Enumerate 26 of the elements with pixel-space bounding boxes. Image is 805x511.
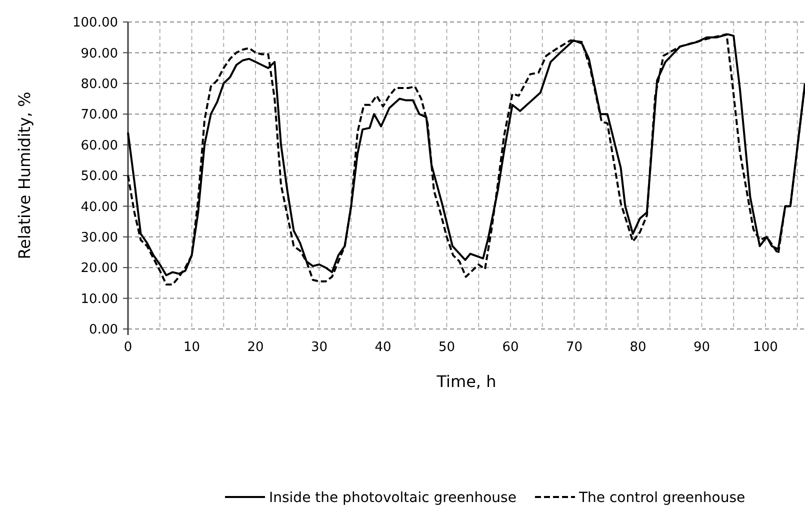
- y-tick-label: 20.00: [80, 261, 118, 276]
- legend-label: Inside the photovoltaic greenhouse: [269, 490, 516, 506]
- y-tick-label: 100.00: [72, 16, 118, 31]
- x-tick-label: 60: [502, 340, 519, 355]
- x-tick-label: 50: [438, 340, 456, 355]
- x-axis-title: Time, h: [436, 372, 496, 391]
- x-tick-label: 100: [753, 340, 778, 355]
- y-axis-title: Relative Humidity, %: [15, 92, 34, 260]
- x-tick-label: 40: [374, 340, 392, 355]
- y-tick-label: 0.00: [89, 322, 118, 338]
- y-tick-label: 80.00: [80, 76, 118, 92]
- x-tick-label: 10: [183, 340, 200, 355]
- x-tick-label: 30: [310, 340, 328, 355]
- x-tick-label: 90: [693, 340, 710, 355]
- y-tick-label: 30.00: [80, 230, 118, 246]
- y-tick-label: 40.00: [80, 200, 118, 215]
- x-tick-label: 0: [124, 340, 132, 355]
- y-tick-label: 10.00: [80, 292, 118, 307]
- y-tick-label: 60.00: [80, 138, 118, 154]
- x-tick-label: 20: [247, 340, 264, 355]
- y-tick-label: 50.00: [80, 169, 118, 184]
- y-tick-label: 70.00: [80, 108, 118, 123]
- x-tick-label: 80: [630, 340, 646, 355]
- y-tick-label: 90.00: [80, 46, 118, 62]
- x-tick-label: 70: [566, 340, 583, 355]
- legend-label: The control greenhouse: [578, 490, 746, 506]
